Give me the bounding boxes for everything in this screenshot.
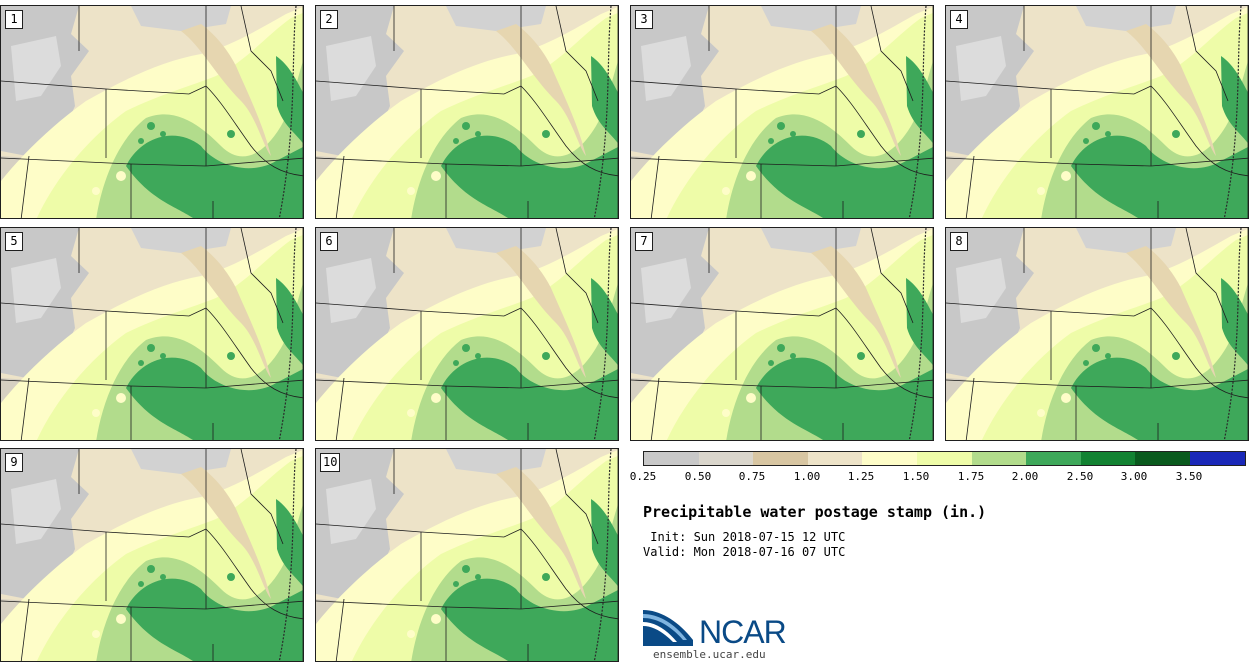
precipitable-water-map — [631, 228, 933, 440]
logo-url: ensemble.ucar.edu — [653, 648, 766, 661]
colorbar-tick-label: 3.00 — [1120, 470, 1148, 483]
member-number: 9 — [5, 453, 23, 472]
colorbar-tick-label: 1.75 — [957, 470, 985, 483]
colorbar-tick-label: 2.50 — [1066, 470, 1094, 483]
member-panel: 5 — [0, 227, 304, 441]
precipitable-water-map — [316, 6, 618, 218]
colorbar-tick-label: 1.00 — [793, 470, 821, 483]
colorbar-segment — [698, 452, 754, 465]
colorbar-segment — [1080, 452, 1136, 465]
colorbar-segment — [644, 452, 699, 465]
member-number: 4 — [950, 10, 968, 29]
valid-time: Valid: Mon 2018-07-16 07 UTC — [643, 545, 846, 559]
colorbar-tick-label: 0.25 — [629, 470, 657, 483]
colorbar-segment — [1135, 452, 1190, 465]
colorbar-segment — [753, 452, 808, 465]
colorbar-segment — [1026, 452, 1081, 465]
plot-title: Precipitable water postage stamp (in.) — [643, 503, 987, 521]
member-number: 6 — [320, 232, 338, 251]
precipitable-water-map — [316, 228, 618, 440]
precipitable-water-map — [1, 228, 303, 440]
precipitable-water-map — [316, 449, 618, 661]
member-number: 10 — [320, 453, 341, 472]
member-panel: 10 — [315, 448, 619, 662]
ncar-logo: NCAR ensemble.ucar.edu — [643, 606, 793, 662]
member-panel: 4 — [945, 5, 1249, 219]
colorbar-segment — [971, 452, 1027, 465]
colorbar-segment — [862, 452, 917, 465]
precipitable-water-map — [1, 449, 303, 661]
init-time: Init: Sun 2018-07-15 12 UTC — [643, 530, 846, 544]
member-number: 8 — [950, 232, 968, 251]
colorbar-tick-label: 0.75 — [738, 470, 766, 483]
member-panel: 1 — [0, 5, 304, 219]
precipitable-water-map — [631, 6, 933, 218]
member-panel: 8 — [945, 227, 1249, 441]
member-panel: 7 — [630, 227, 934, 441]
colorbar-tick-label: 2.00 — [1011, 470, 1039, 483]
colorbar-tick-label: 0.50 — [684, 470, 712, 483]
member-number: 3 — [635, 10, 653, 29]
colorbar-labels: 0.25 0.50 0.75 1.00 1.25 1.50 1.75 2.00 … — [630, 470, 1260, 484]
member-number: 1 — [5, 10, 23, 29]
member-panel: 3 — [630, 5, 934, 219]
member-panel: 6 — [315, 227, 619, 441]
colorbar-tick-label: 1.50 — [902, 470, 930, 483]
member-number: 2 — [320, 10, 338, 29]
colorbar-tick-label: 3.50 — [1175, 470, 1203, 483]
colorbar — [643, 451, 1246, 466]
ncar-swoosh-icon — [643, 610, 693, 646]
colorbar-segment — [807, 452, 863, 465]
member-panel: 2 — [315, 5, 619, 219]
colorbar-segment — [916, 452, 972, 465]
member-number: 5 — [5, 232, 23, 251]
precipitable-water-map — [946, 6, 1248, 218]
colorbar-tick-label: 1.25 — [847, 470, 875, 483]
colorbar-segment — [1189, 452, 1245, 465]
precipitable-water-map — [946, 228, 1248, 440]
ncar-wordmark: NCAR — [699, 614, 787, 650]
member-panel: 9 — [0, 448, 304, 662]
member-number: 7 — [635, 232, 653, 251]
precipitable-water-map — [1, 6, 303, 218]
